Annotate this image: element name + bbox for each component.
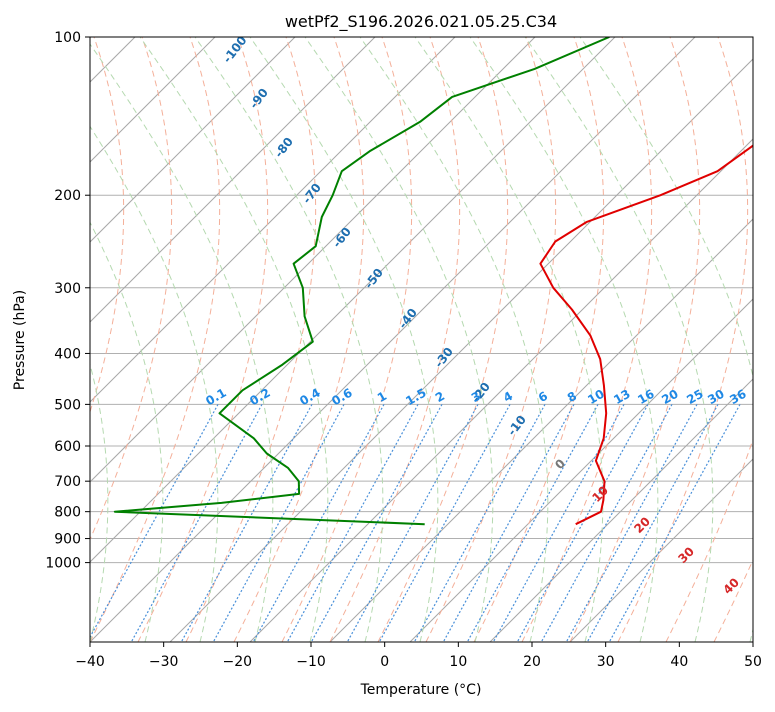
x-tick-label: 0 [380,654,389,670]
x-axis: −40 −30 −20 −10 0 10 20 30 40 50 [75,642,762,670]
dry-adiabat [473,37,605,642]
isotherm-line [569,458,753,642]
mixing-ratio-line [286,404,419,642]
mixing-ratio-line [540,404,673,642]
mixing-ratio-line [378,404,511,642]
background-lines [90,37,753,642]
mixing-ratio-line [466,404,599,642]
dry-adiabat [665,437,753,642]
dry-adiabat [377,37,509,642]
x-tick-label: 50 [744,654,762,670]
mixing-ratio-line [608,404,741,642]
moist-adiabat [90,362,109,642]
x-tick-label: 30 [597,654,615,670]
y-tick-label: 500 [54,397,81,413]
y-axis: 100 200 300 400 500 600 700 800 900 1000 [45,30,90,572]
dry-adiabat [281,37,413,642]
dry-adiabat [185,37,317,642]
dewpoint-profile [113,37,610,526]
mixing-ratio-line [310,404,443,642]
y-tick-label: 600 [54,439,81,455]
moist-adiabat [90,125,219,642]
mixing-ratio-line [586,404,719,642]
isotherm-line [90,37,536,483]
x-tick-label: 10 [449,654,467,670]
dry-adiabat [233,37,365,642]
isotherm-line [90,37,296,243]
mixing-ratio-line [413,404,546,642]
mixing-ratio-line [180,404,313,642]
x-tick-label: −20 [223,654,253,670]
isotherm-line [90,37,216,163]
y-tick-label: 700 [54,474,81,490]
isotherm-line [489,378,753,642]
y-tick-label: 200 [54,188,81,204]
plot-frame [89,36,754,643]
y-tick-label: 400 [54,346,81,362]
mixing-ratio-line [346,404,479,642]
isotherm-line [90,37,376,323]
mixing-ratio-line [442,404,575,642]
x-tick-label: −30 [149,654,179,670]
temperature-profile [539,144,753,526]
isotherm-line [329,218,753,642]
dry-adiabat [90,37,173,541]
moist-adiabat [90,221,164,642]
moist-adiabat [359,37,549,642]
y-tick-label: 100 [54,30,81,46]
mixing-ratio-line [516,404,649,642]
moist-adiabat [469,37,659,642]
mixing-ratio-line [565,404,698,642]
isotherm-line [409,298,753,642]
dry-adiabat [90,37,125,414]
dry-adiabat [329,37,461,642]
dry-adiabat [137,37,269,642]
x-tick-label: −40 [75,654,105,670]
dry-adiabat [617,37,749,642]
mixing-ratio-line [252,404,385,642]
x-tick-label: −10 [296,654,326,670]
isotherm-line [169,58,753,642]
isotherm-line [90,37,696,642]
moist-adiabat [139,37,329,642]
moist-adiabat [249,37,439,642]
x-tick-label: 40 [670,654,688,670]
x-axis-label: Temperature (°C) [360,682,482,698]
mixing-ratio-line [90,404,219,639]
x-tick-label: 20 [523,654,541,670]
dry-adiabat [425,37,557,642]
mixing-ratio-line [212,404,345,642]
moist-adiabat [194,37,384,642]
y-tick-label: 1000 [45,556,81,572]
y-tick-label: 900 [54,532,81,548]
dry-adiabat [90,37,221,642]
isotherm-line [249,138,753,642]
moist-adiabat [414,37,604,642]
chart-title: wetPf2_S196.2026.021.05.25.C34 [285,12,557,32]
mixing-ratio-line [130,404,263,642]
y-tick-label: 800 [54,505,81,521]
moist-adiabat [304,37,494,642]
moist-adiabat [90,43,274,642]
data-lines [113,37,753,526]
dry-adiabat [569,37,701,642]
moist-adiabat [524,37,714,642]
isotherm-line [90,37,456,403]
y-tick-label: 300 [54,281,81,297]
y-axis-label: Pressure (hPa) [12,290,28,390]
dry-adiabat [521,37,653,642]
